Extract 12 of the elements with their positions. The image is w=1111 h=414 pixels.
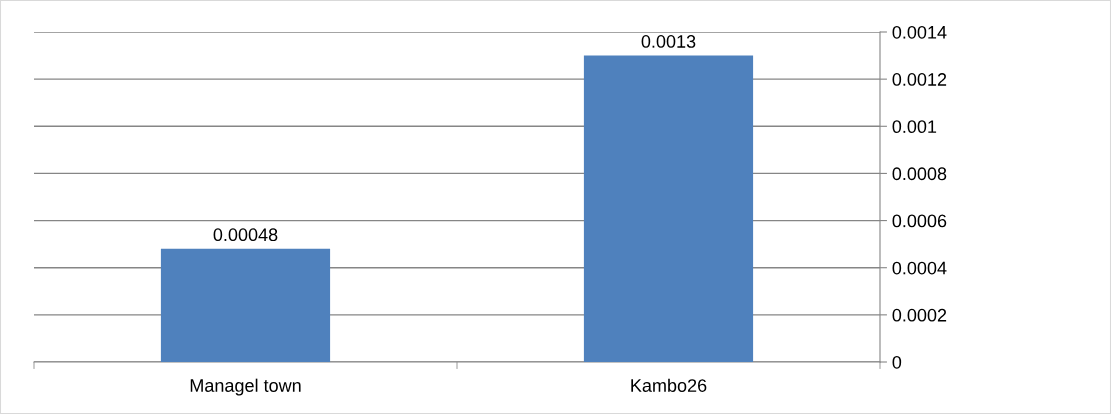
y-tick-label: 0.0014 bbox=[892, 25, 947, 39]
data-label: 0.0013 bbox=[641, 35, 696, 48]
y-tick-label: 0.0008 bbox=[892, 167, 947, 181]
y-tick-label: 0.0012 bbox=[892, 73, 947, 86]
y-tick-label: 0.001 bbox=[892, 120, 937, 134]
y-tick-label: 0.0006 bbox=[892, 214, 947, 228]
y-tick-label: 0.0004 bbox=[892, 261, 947, 275]
y-tick-label: 0.0002 bbox=[892, 308, 947, 322]
y-tick-label: 0 bbox=[892, 355, 902, 369]
x-tick-label: Kambo26 bbox=[631, 378, 707, 392]
x-tick-label: Managel town bbox=[190, 378, 301, 396]
data-label: 0.00048 bbox=[213, 228, 278, 242]
